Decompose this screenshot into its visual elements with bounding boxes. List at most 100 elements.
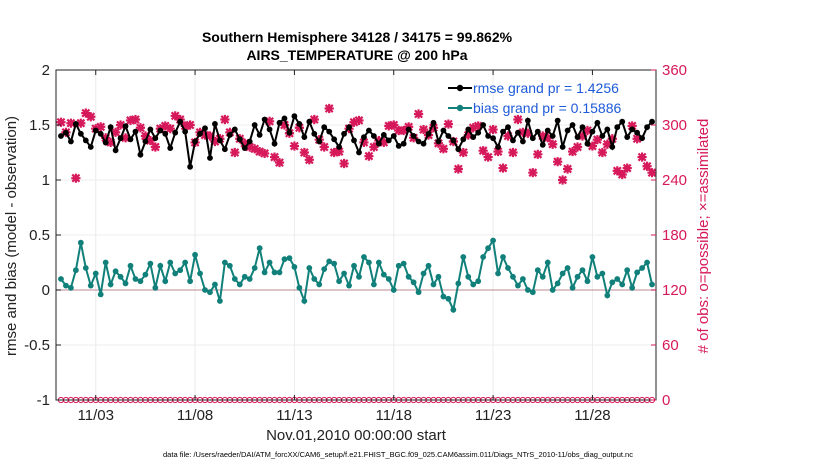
- bias-point: [127, 262, 134, 269]
- obs-assimilated-marker: [632, 134, 642, 144]
- bias-point: [361, 254, 367, 260]
- rmse-point: [212, 121, 218, 127]
- rmse-point: [187, 163, 194, 170]
- obs-assimilated-marker: [642, 161, 652, 171]
- obs-assimilated-marker: [71, 173, 81, 183]
- obs-assimilated-marker: [289, 141, 300, 151]
- obs-assimilated-marker: [597, 147, 607, 158]
- bias-point: [256, 245, 263, 252]
- obs-assimilated-marker: [349, 117, 359, 127]
- y-right-tick-label: 300: [662, 117, 687, 134]
- obs-assimilated-marker: [518, 127, 528, 137]
- bias-point: [544, 259, 551, 266]
- obs-assimilated-point: [369, 142, 379, 152]
- obs-assimilated-point: [130, 114, 141, 125]
- rmse-point: [410, 133, 417, 139]
- rmse-point: [167, 145, 174, 152]
- obs-assimilated-point: [637, 152, 647, 162]
- obs-assimilated-point: [607, 134, 617, 144]
- bias-point: [594, 273, 601, 280]
- obs-assimilated-point: [632, 134, 642, 144]
- bias-point: [87, 282, 94, 289]
- bias-point: [68, 284, 74, 291]
- rmse-point: [510, 137, 516, 144]
- obs-assimilated-marker: [384, 121, 394, 131]
- rmse-point: [256, 132, 263, 138]
- obs-assimilated-marker: [324, 103, 334, 114]
- bias-point: [331, 260, 338, 267]
- bias-point: [212, 281, 218, 288]
- bias-point: [266, 259, 273, 266]
- rmse-point: [425, 130, 432, 137]
- rmse-point: [619, 118, 626, 125]
- legend-bias-marker: [456, 104, 464, 112]
- rmse-point: [82, 137, 89, 144]
- obs-assimilated-point: [264, 116, 275, 126]
- obs-assimilated-marker: [637, 152, 647, 162]
- bias-point: [524, 287, 531, 293]
- bias-point: [410, 279, 417, 286]
- obs-assimilated-point: [379, 137, 389, 148]
- bias-point: [58, 276, 64, 282]
- bias-point: [271, 269, 278, 276]
- obs-assimilated-point: [309, 114, 319, 125]
- rmse-point: [271, 140, 278, 147]
- rmse-point: [524, 117, 531, 124]
- obs-assimilated-marker: [160, 121, 170, 131]
- obs-assimilated-marker: [334, 146, 344, 157]
- rmse-point: [435, 138, 442, 145]
- rmse-point: [58, 133, 64, 139]
- obs-assimilated-point: [71, 173, 81, 183]
- bias-point: [420, 270, 427, 277]
- bias-point: [152, 284, 159, 291]
- rmse-point: [162, 130, 169, 137]
- x-axis-label: Nov.01,2010 00:00:00 start: [266, 427, 447, 444]
- rmse-point: [519, 138, 526, 145]
- rmse-point: [276, 119, 283, 126]
- obs-assimilated-point: [86, 112, 96, 122]
- obs-assimilated-marker: [458, 147, 468, 158]
- bias-point: [480, 254, 487, 260]
- obs-assimilated-point: [334, 146, 344, 157]
- bias-point: [326, 258, 333, 265]
- obs-assimilated-point: [538, 131, 548, 141]
- obs-assimilated-point: [304, 155, 314, 165]
- bias-point: [231, 276, 238, 282]
- obs-assimilated-marker: [170, 111, 180, 121]
- rmse-point: [172, 129, 179, 136]
- bias-point: [102, 259, 109, 266]
- y-right-axis-ticks: 0 60 120 180 240 300 360: [651, 62, 687, 409]
- rmse-point: [485, 133, 492, 139]
- obs-assimilated-marker: [428, 123, 439, 133]
- x-axis-ticks: 11/03 11/08 11/13 11/18 11/23 11/28: [78, 70, 611, 424]
- obs-assimilated-marker: [523, 128, 533, 138]
- rmse-point: [584, 140, 591, 147]
- obs-assimilated-marker: [558, 175, 568, 185]
- obs-assimilated-marker: [359, 137, 369, 148]
- bias-point: [554, 280, 561, 287]
- obs-assimilated-marker: [453, 164, 463, 174]
- rmse-point: [157, 127, 164, 134]
- bias-point: [172, 270, 179, 277]
- obs-assimilated-point: [299, 147, 309, 158]
- obs-assimilated-point: [160, 121, 170, 131]
- rmse-point: [420, 140, 427, 147]
- obs-assimilated-marker: [394, 125, 404, 136]
- obs-assimilated-point: [617, 169, 627, 180]
- bias-point: [132, 276, 139, 282]
- obs-assimilated-marker: [548, 139, 558, 149]
- rmse-point: [306, 118, 313, 125]
- obs-assimilated-point: [120, 133, 131, 143]
- rmse-point: [336, 144, 343, 150]
- bias-point: [375, 259, 382, 266]
- obs-assimilated-point: [200, 130, 210, 140]
- obs-assimilated-point: [582, 125, 593, 136]
- bias-point: [510, 273, 516, 280]
- obs-assimilated-marker: [329, 147, 339, 158]
- y-right-axis-label: # of obs: o=possible; ×=assimilated: [695, 119, 712, 354]
- data-file-note: data file: /Users/raeder/DAI/ATM_forcXX/…: [163, 450, 633, 459]
- rmse-point: [286, 129, 293, 136]
- rmse-point: [490, 135, 496, 142]
- obs-assimilated-point: [453, 164, 463, 174]
- bias-point: [425, 262, 432, 269]
